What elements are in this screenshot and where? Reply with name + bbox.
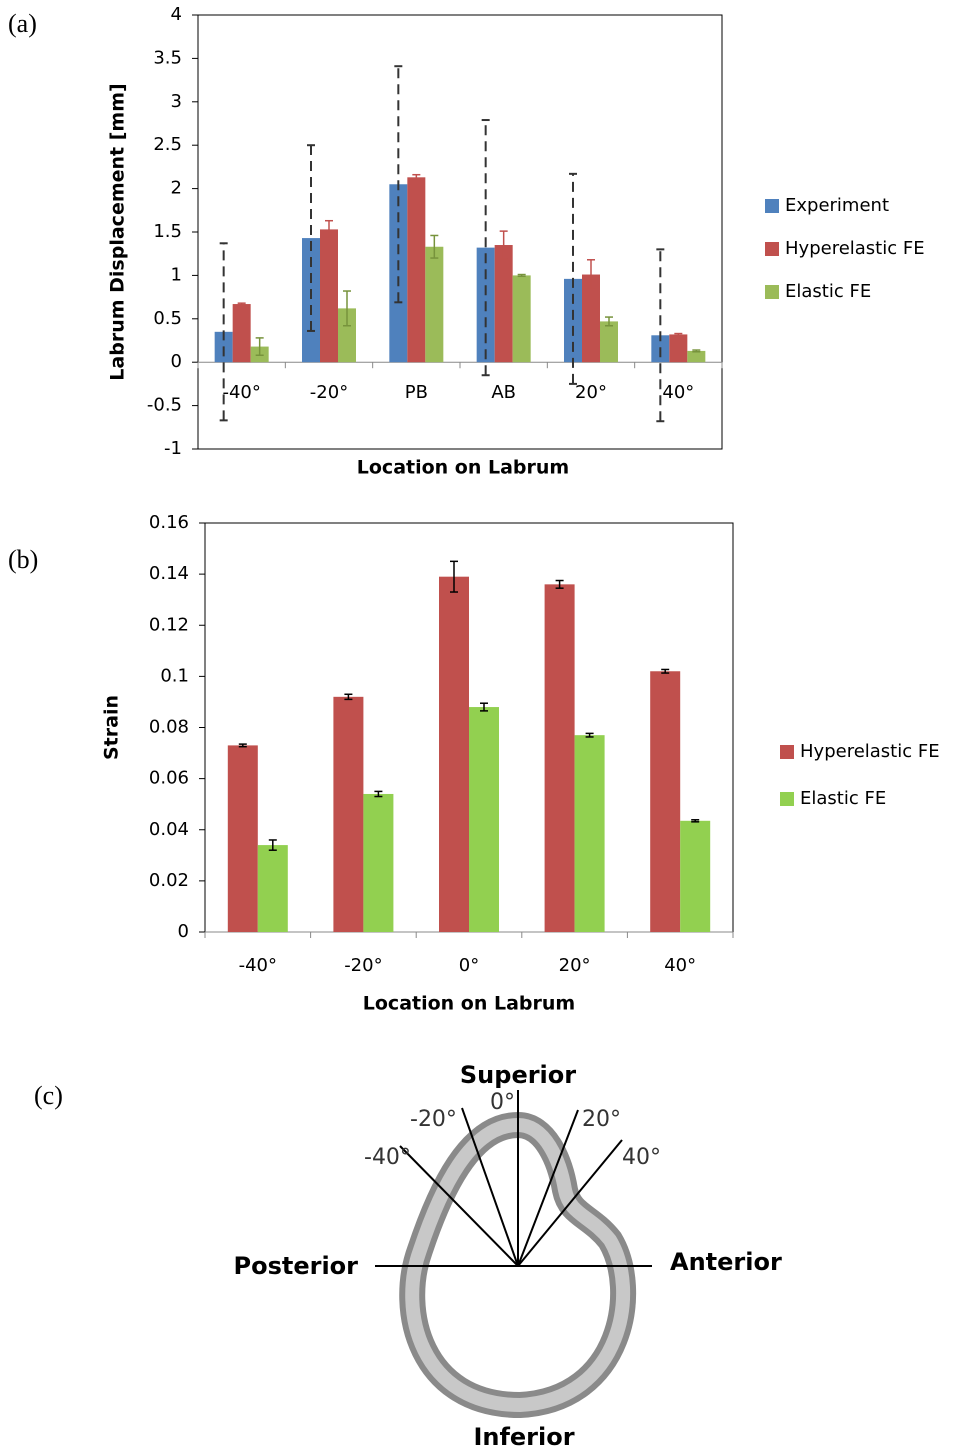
- legend-swatch: [780, 792, 794, 806]
- legend-label: Elastic FE: [785, 281, 871, 302]
- y-tick-label: -1: [164, 438, 182, 459]
- x-tick-label: 20°: [559, 955, 591, 976]
- y-tick-label: 1: [171, 264, 182, 285]
- bar: [439, 577, 469, 932]
- legend-label: Hyperelastic FE: [785, 238, 925, 259]
- x-axis-title: Location on Labrum: [363, 993, 575, 1015]
- panel-label: (a): [8, 9, 37, 38]
- angle-label: -40°: [364, 1145, 411, 1170]
- legend-swatch: [765, 199, 779, 213]
- y-tick-label: 0.14: [149, 563, 189, 584]
- bar: [575, 735, 605, 932]
- direction-label: Superior: [460, 1061, 576, 1089]
- angle-label: 0°: [490, 1090, 515, 1115]
- x-tick-label: 0°: [459, 955, 479, 976]
- y-tick-label: 0.12: [149, 614, 189, 635]
- bar: [233, 304, 251, 362]
- x-tick-label: 40°: [664, 955, 696, 976]
- angle-label: 20°: [582, 1107, 621, 1132]
- figure: (a) (b) (c) -40° -20° 0° 20° 40° Superio…: [0, 0, 968, 1452]
- panel-label: (c): [34, 1081, 63, 1110]
- x-tick-label: -20°: [310, 382, 348, 403]
- bar: [469, 707, 499, 932]
- x-tick-label: 20°: [575, 382, 607, 403]
- bar: [687, 351, 705, 362]
- y-tick-label: 0.04: [149, 819, 189, 840]
- panel-label: (b): [8, 545, 38, 574]
- direction-label: Inferior: [473, 1423, 574, 1451]
- y-tick-label: 0.02: [149, 870, 189, 891]
- bar: [513, 275, 531, 362]
- legend-swatch: [780, 745, 794, 759]
- legend-swatch: [765, 242, 779, 256]
- x-tick-label: PB: [405, 382, 428, 403]
- bar: [680, 821, 710, 932]
- bar: [258, 845, 288, 932]
- y-tick-label: 3.5: [153, 47, 182, 68]
- y-tick-label: -0.5: [147, 395, 182, 416]
- angle-label: -20°: [410, 1107, 457, 1132]
- x-tick-label: 40°: [662, 382, 694, 403]
- legend-label: Hyperelastic FE: [800, 741, 940, 762]
- y-tick-label: 2.5: [153, 134, 182, 155]
- legend-label: Experiment: [785, 195, 889, 216]
- labrum-diagram: -40° -20° 0° 20° 40° Superior Inferior P…: [234, 1061, 782, 1451]
- bar: [425, 247, 443, 362]
- y-tick-label: 4: [171, 4, 182, 25]
- x-tick-label: AB: [491, 382, 516, 403]
- bar: [363, 794, 393, 932]
- direction-label: Posterior: [234, 1252, 359, 1280]
- y-tick-label: 0: [171, 351, 182, 372]
- y-tick-label: 0.08: [149, 717, 189, 738]
- y-axis-title: Labrum Displacement [mm]: [107, 83, 129, 380]
- bar: [650, 671, 680, 932]
- y-tick-label: 0.06: [149, 768, 189, 789]
- y-tick-label: 0.5: [153, 308, 182, 329]
- y-tick-label: 1.5: [153, 221, 182, 242]
- bar: [302, 238, 320, 362]
- bar: [407, 177, 425, 362]
- bar: [389, 184, 407, 362]
- direction-label: Anterior: [670, 1248, 782, 1276]
- x-tick-label: -40°: [239, 955, 277, 976]
- bar: [669, 334, 687, 362]
- bar: [333, 697, 363, 932]
- y-tick-label: 3: [171, 91, 182, 112]
- plot-frame: [198, 15, 722, 449]
- bar: [228, 745, 258, 932]
- bar: [320, 229, 338, 362]
- y-tick-label: 2: [171, 178, 182, 199]
- angle-label: 40°: [622, 1145, 661, 1170]
- x-tick-label: -20°: [344, 955, 382, 976]
- x-tick-label: -40°: [222, 382, 260, 403]
- y-tick-label: 0.16: [149, 512, 189, 533]
- x-axis-title: Location on Labrum: [357, 457, 569, 479]
- y-axis-title: Strain: [101, 695, 123, 760]
- legend-label: Elastic FE: [800, 788, 886, 809]
- bar: [600, 321, 618, 362]
- bar: [545, 584, 575, 932]
- bar: [495, 245, 513, 362]
- y-tick-label: 0: [178, 921, 189, 942]
- legend-swatch: [765, 285, 779, 299]
- y-tick-label: 0.1: [160, 665, 189, 686]
